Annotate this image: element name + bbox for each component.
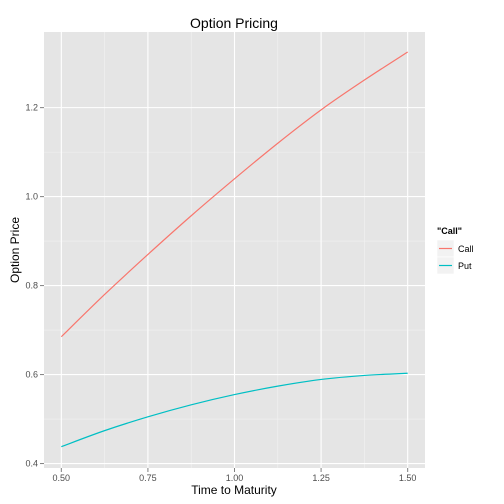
legend-title: "Call": [437, 226, 462, 236]
series-line-call: [60, 51, 409, 338]
x-tick-label: 1.25: [312, 473, 330, 483]
x-tick-label: 1.50: [399, 473, 417, 483]
y-axis-title: Option Price: [8, 217, 22, 283]
legend-entries: Call Put: [436, 239, 474, 275]
chart-title: Option Pricing: [190, 15, 278, 31]
legend-label-put: Put: [458, 261, 472, 271]
y-tick-label: 1.0: [25, 192, 38, 202]
x-axis-ticks: 0.50 0.75 1.00 1.25 1.50: [53, 468, 417, 483]
legend-label-call: Call: [458, 244, 474, 254]
series-line-put: [61, 372, 408, 448]
y-axis-ticks: 0.4 0.6 0.8 1.0 1.2: [25, 103, 44, 469]
y-tick-label: 0.8: [25, 281, 38, 291]
x-tick-label: 0.50: [53, 473, 71, 483]
y-tick-label: 0.4: [25, 459, 38, 469]
x-tick-label: 1.00: [226, 473, 244, 483]
y-tick-label: 0.6: [25, 370, 38, 380]
x-tick-label: 0.75: [139, 473, 157, 483]
x-axis-title: Time to Maturity: [191, 483, 277, 497]
y-tick-label: 1.2: [25, 103, 38, 113]
major-gridlines: [44, 32, 425, 468]
series-lines: [60, 51, 409, 448]
legend: "Call" Call Put: [436, 226, 474, 275]
